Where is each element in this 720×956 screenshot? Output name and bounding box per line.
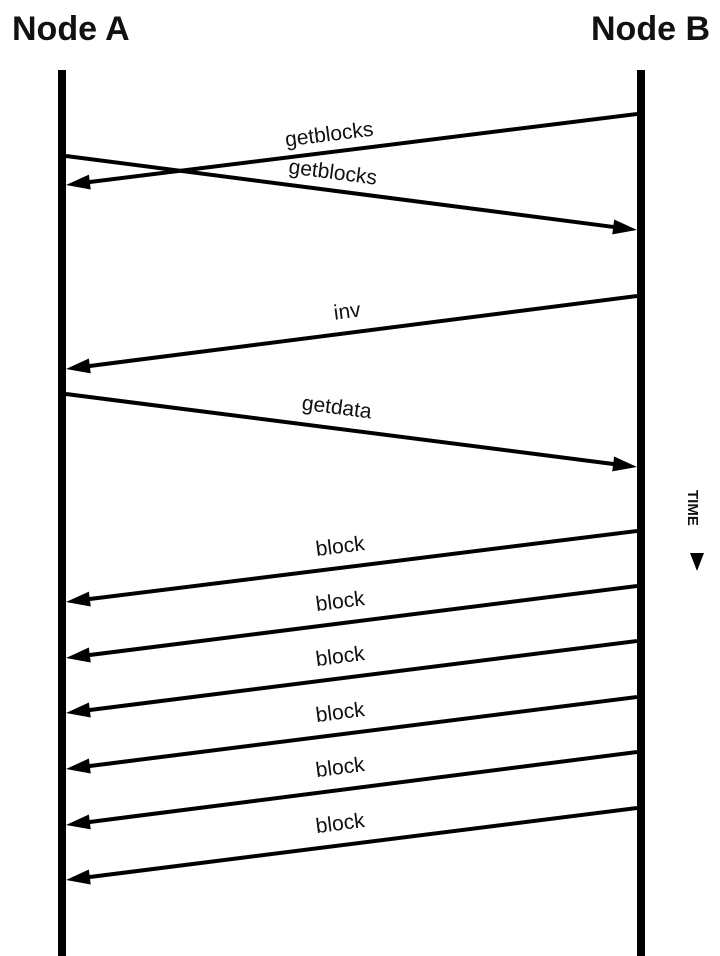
message-arrow-line: [87, 806, 638, 880]
message-label: block: [314, 642, 366, 671]
message-label: block: [314, 698, 366, 727]
message-label: block: [314, 532, 366, 561]
message-arrow-line: [65, 392, 616, 467]
message-label: block: [314, 587, 366, 616]
arrowhead-icon: [66, 591, 91, 607]
message-label: inv: [332, 298, 362, 324]
message-label: block: [314, 753, 366, 782]
arrowhead-icon: [66, 869, 91, 885]
arrowhead-icon: [66, 647, 91, 663]
time-label: TIME: [684, 490, 701, 526]
message-arrow-line: [87, 294, 638, 369]
arrowhead-icon: [612, 219, 637, 235]
message-arrow-line: [87, 750, 638, 825]
message-arrow-line: [87, 695, 638, 769]
message-arrow-line: [87, 639, 638, 713]
node-a-title: Node A: [12, 10, 130, 48]
arrowhead-icon: [66, 174, 91, 190]
message-arrow-line: [87, 584, 638, 658]
message-arrow-line: [65, 154, 616, 230]
arrowhead-icon: [66, 814, 91, 830]
arrowhead-icon: [66, 702, 91, 718]
message-arrow-line: [87, 529, 638, 602]
time-indicator: TIME: [684, 490, 704, 571]
time-arrow-icon: [690, 553, 704, 571]
message-arrows: getblocksgetblocksinvgetdatablockblockbl…: [65, 112, 638, 885]
node-b-title: Node B: [591, 10, 710, 48]
message-label: getdata: [301, 392, 374, 424]
arrowhead-icon: [612, 456, 637, 472]
arrowhead-icon: [66, 758, 91, 774]
arrowhead-icon: [66, 358, 91, 374]
message-label: block: [314, 809, 366, 838]
